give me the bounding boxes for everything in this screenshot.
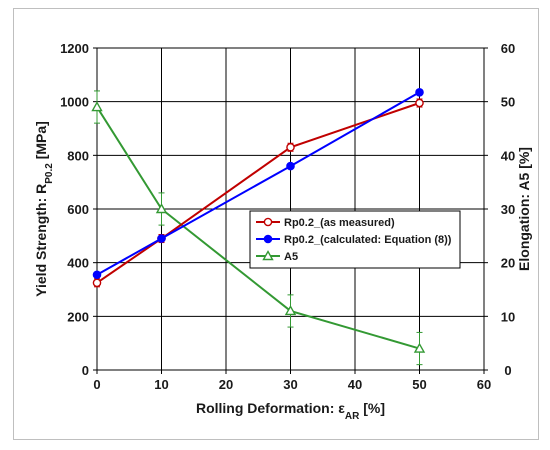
data-point — [284, 305, 297, 316]
legend-label: A5 — [284, 251, 298, 263]
left-y-tick-label: 800 — [67, 148, 89, 163]
data-point — [262, 250, 274, 261]
left-y-tick-label: 0 — [82, 363, 89, 378]
x-tick-label: 40 — [348, 377, 362, 392]
right-y-tick-label: 60 — [501, 41, 515, 56]
data-point — [415, 98, 424, 108]
legend: Rp0.2_(as measured) Rp0.2_(calculated: Eq… — [249, 210, 461, 269]
left-y-tick-label: 600 — [67, 202, 89, 217]
data-point — [286, 161, 295, 171]
right-y-tick-label: 10 — [501, 309, 515, 324]
right-y-axis-ticks: 0 10 20 30 40 50 60 — [484, 41, 515, 378]
data-point — [415, 87, 424, 97]
legend-item: A5 — [256, 250, 298, 263]
left-y-tick-label: 200 — [67, 309, 89, 324]
series-1 — [92, 87, 424, 280]
left-y-axis-title: Yield Strength: RP0.2 [MPa] — [33, 121, 55, 297]
data-point — [155, 203, 168, 214]
legend-box — [249, 210, 461, 269]
data-point — [286, 142, 295, 152]
data-point — [263, 217, 273, 227]
data-point — [92, 270, 102, 280]
left-y-axis-ticks: 0 200 400 600 800 1000 1200 — [60, 41, 97, 378]
right-y-tick-label: 40 — [501, 148, 515, 163]
legend-label: Rp0.2_(as measured) — [284, 217, 395, 229]
x-tick-label: 0 — [93, 377, 100, 392]
x-tick-label: 20 — [219, 377, 233, 392]
data-point — [92, 278, 102, 288]
x-tick-label: 10 — [154, 377, 168, 392]
series-line — [96, 91, 420, 276]
x-axis-title: Rolling Deformation: εAR [%] — [196, 400, 385, 422]
right-y-tick-label: 30 — [501, 202, 515, 217]
series-2 — [91, 90, 426, 366]
x-axis-ticks: 0 10 20 30 40 50 60 — [93, 370, 491, 392]
left-y-tick-label: 1200 — [60, 41, 89, 56]
data-point — [263, 234, 273, 244]
data-point — [157, 234, 166, 243]
series-layer — [91, 87, 426, 366]
data-point — [91, 101, 103, 112]
left-y-tick-label: 400 — [67, 256, 89, 271]
legend-label: Rp0.2_(calculated: Equation (8)) — [284, 234, 452, 246]
right-y-tick-label: 20 — [501, 256, 515, 271]
series-line — [96, 106, 420, 350]
x-tick-label: 30 — [283, 377, 297, 392]
legend-item: Rp0.2_(calculated: Equation (8)) — [256, 234, 452, 246]
right-y-axis-title: Elongation: A5 [%] — [516, 147, 532, 271]
series-line — [96, 102, 420, 284]
right-y-tick-label: 0 — [504, 363, 511, 378]
x-tick-label: 60 — [477, 377, 491, 392]
left-y-tick-label: 1000 — [60, 95, 89, 110]
legend-item: Rp0.2_(as measured) — [256, 217, 395, 229]
data-point — [413, 342, 426, 353]
right-y-tick-label: 50 — [501, 95, 515, 110]
x-tick-label: 50 — [412, 377, 426, 392]
